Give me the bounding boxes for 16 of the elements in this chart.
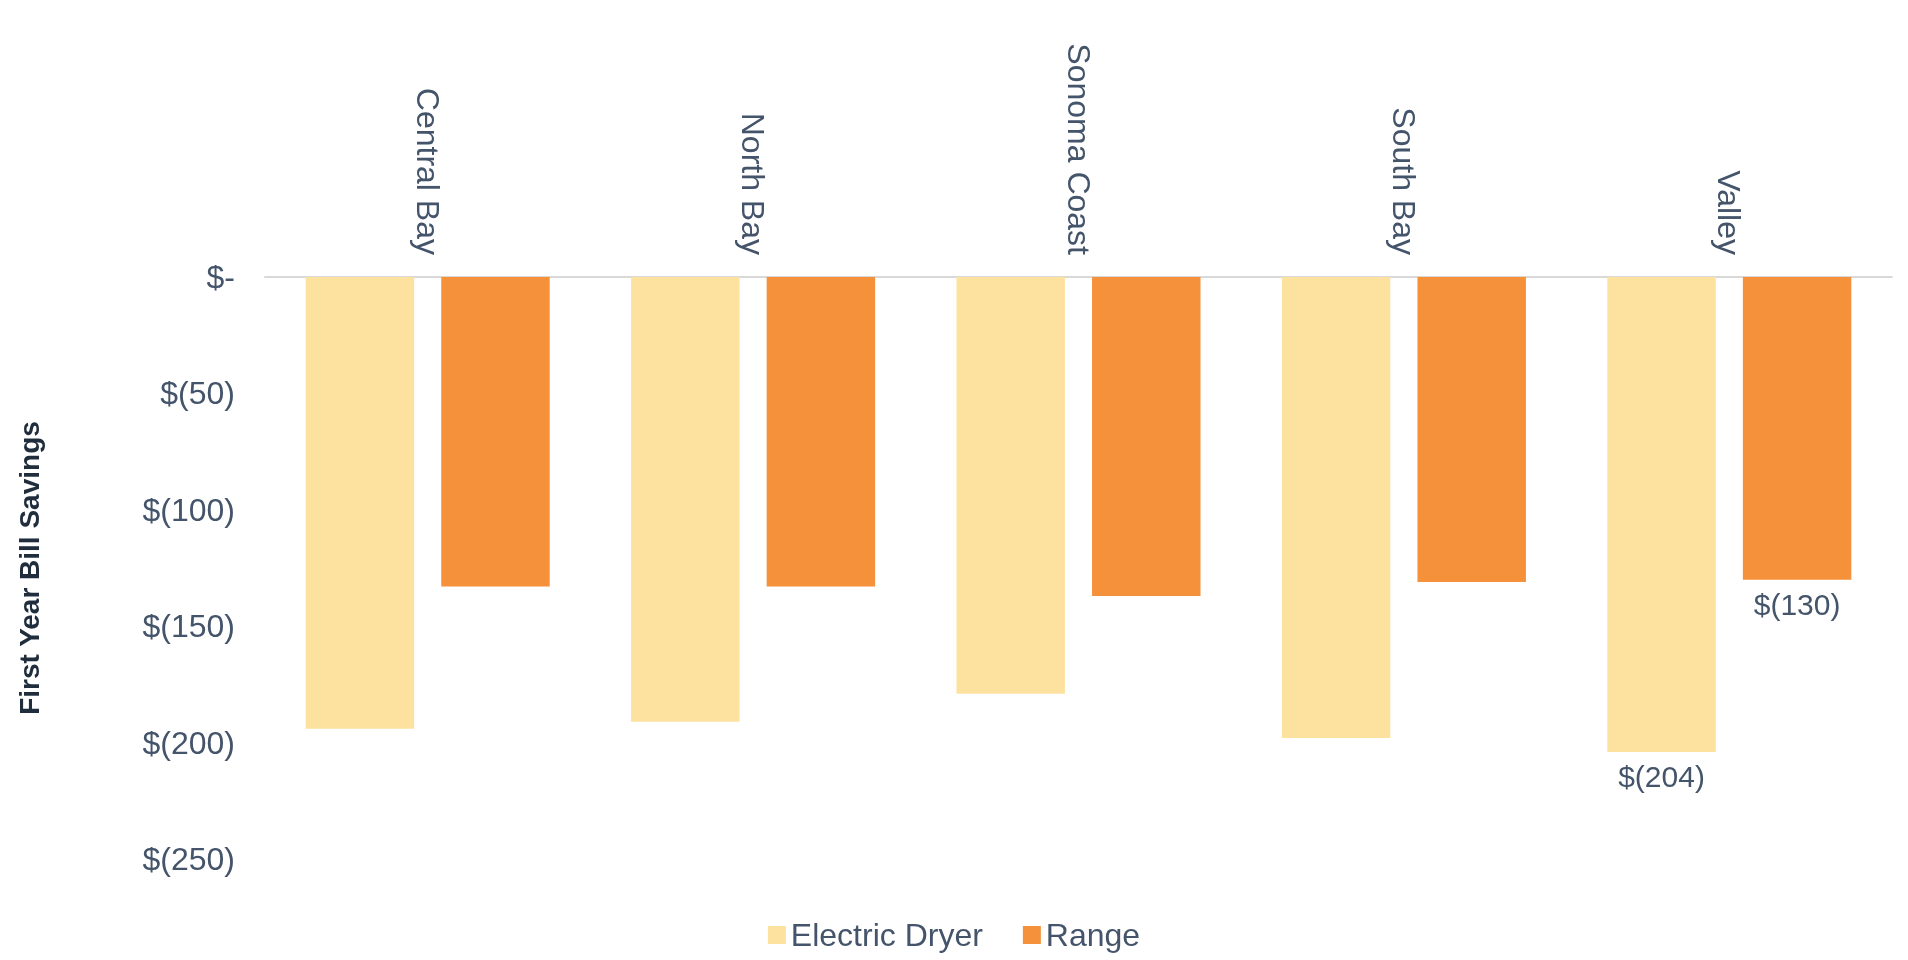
y-axis-title: First Year Bill Savings: [13, 421, 45, 715]
x-tick-label: Valley: [1711, 170, 1748, 255]
x-tick-label: South Bay: [1385, 107, 1422, 255]
x-tick-label: North Bay: [735, 112, 772, 255]
data-label: $(204): [1618, 760, 1705, 794]
y-tick-label: $-: [206, 259, 235, 295]
x-tick-label: Central Bay: [409, 87, 446, 255]
y-tick-label: $(100): [142, 491, 235, 528]
legend-label: Electric Dryer: [790, 917, 984, 953]
x-tick-label: Sonoma Coast: [1060, 43, 1097, 256]
y-tick-label: $(50): [160, 375, 235, 412]
legend-label: Range: [1045, 917, 1141, 953]
y-tick-label: $(250): [142, 841, 235, 877]
y-tick-label: $(150): [142, 608, 235, 645]
data-label: $(130): [1753, 588, 1841, 622]
y-tick-label: $(200): [142, 724, 235, 761]
